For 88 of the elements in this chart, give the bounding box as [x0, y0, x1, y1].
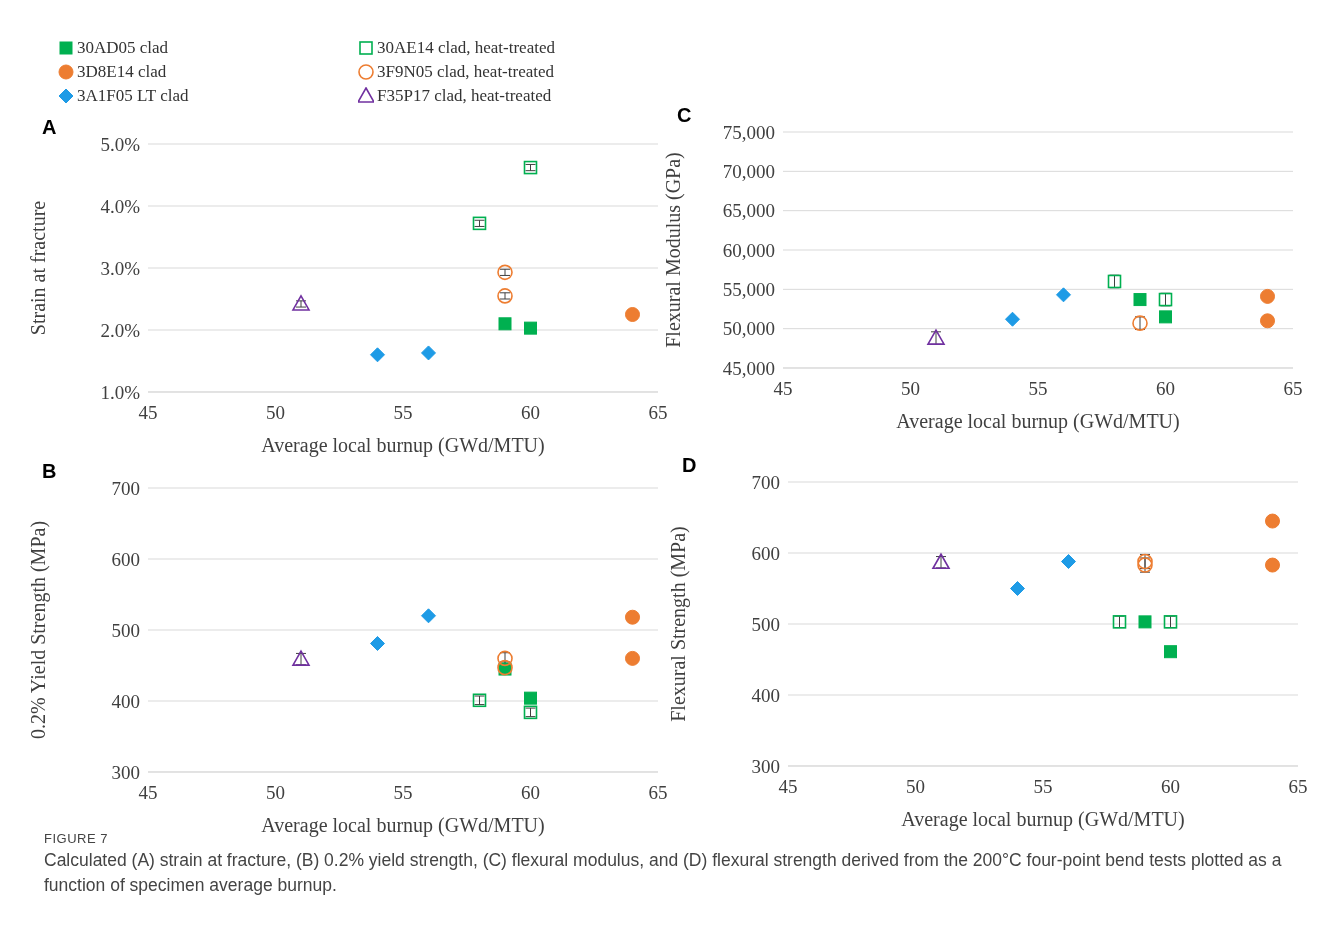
chart-title: B — [42, 460, 57, 483]
point — [524, 691, 537, 705]
point — [292, 295, 310, 311]
x-tick-label: 50 — [901, 378, 920, 400]
x-axis-title: Average local burnup (GWd/MTU) — [261, 434, 545, 457]
point — [524, 321, 537, 335]
point — [625, 307, 640, 322]
x-tick-label: 65 — [1283, 378, 1303, 400]
x-tick-label: 50 — [266, 782, 285, 804]
legend-label: 3D8E14 clad — [77, 62, 167, 82]
point — [1010, 581, 1025, 596]
x-tick-label: 60 — [1156, 378, 1175, 400]
y-axis-title: Strain at fracture — [27, 200, 50, 336]
y-tick-label: 400 — [111, 690, 140, 712]
y-tick-label: 75,000 — [722, 121, 775, 143]
point — [421, 608, 436, 624]
x-tick-label: 60 — [521, 402, 540, 424]
y-tick-label: 45,000 — [722, 357, 775, 379]
x-tick-label: 45 — [778, 776, 798, 798]
y-axis-title: Flexural Strength (MPa) — [667, 526, 691, 722]
point — [1265, 513, 1280, 529]
point — [1133, 293, 1147, 307]
point — [1138, 615, 1152, 629]
y-tick-label: 500 — [751, 613, 780, 635]
x-tick-label: 50 — [906, 776, 925, 798]
point — [498, 317, 512, 331]
y-tick-label: 50,000 — [722, 318, 775, 340]
y-tick-label: 65,000 — [722, 200, 775, 222]
legend-label: 30AD05 clad — [77, 38, 169, 58]
x-tick-label: 55 — [393, 782, 413, 804]
y-tick-label: 300 — [751, 755, 780, 777]
y-tick-label: 2.0% — [100, 319, 141, 341]
point — [625, 650, 640, 666]
x-tick-label: 55 — [1028, 378, 1048, 400]
point — [497, 264, 513, 281]
point — [1164, 645, 1177, 659]
point — [1056, 287, 1071, 303]
y-tick-label: 700 — [751, 471, 780, 493]
point — [472, 216, 487, 231]
text: Calculated (A) strain at fracture, (B) 0.2% yield strength, (C) flexural modulus, and (D) flexural strength derived from the 200°C four-point bend tests plotted as a function of specimen average burnup. — [44, 849, 1283, 897]
x-axis-title: Average local burnup (GWd/MTU) — [261, 814, 545, 837]
point — [421, 345, 436, 361]
y-tick-label: 1.0% — [100, 381, 141, 403]
x-tick-label: 45 — [138, 402, 158, 424]
y-tick-label: 5.0% — [100, 133, 141, 155]
chart-title: D — [682, 454, 697, 477]
x-tick-label: 55 — [393, 402, 413, 424]
x-tick-label: 65 — [1288, 776, 1308, 798]
y-tick-label: 70,000 — [722, 161, 775, 183]
y-tick-label: 60,000 — [722, 239, 775, 261]
point — [1005, 311, 1020, 327]
y-tick-label: 300 — [111, 761, 140, 783]
x-tick-label: 65 — [648, 402, 668, 424]
y-axis-title: Flexural Modulus (GPa) — [662, 152, 686, 348]
y-tick-label: 55,000 — [722, 279, 775, 301]
caption: FIGURE 7 — [44, 831, 108, 846]
x-tick-label: 60 — [521, 782, 540, 804]
x-axis-title: Average local burnup (GWd/MTU) — [901, 808, 1185, 831]
x-tick-label: 45 — [773, 378, 793, 400]
point — [1260, 288, 1275, 304]
point — [625, 609, 640, 625]
legend-label: 3A1F05 LT clad — [77, 86, 189, 106]
point — [370, 347, 385, 363]
y-tick-label: 700 — [111, 477, 140, 499]
chart-title: A — [42, 116, 57, 139]
y-tick-label: 600 — [751, 542, 780, 564]
point — [1265, 557, 1280, 573]
point — [497, 288, 513, 304]
point — [1260, 313, 1275, 329]
y-axis-title: 0.2% Yield Strength (MPa) — [27, 520, 51, 740]
legend-label: F35P17 clad, heat-treated — [377, 86, 552, 106]
point — [1159, 310, 1172, 324]
legend-label: 3F9N05 clad, heat-treated — [377, 62, 555, 82]
point — [1061, 554, 1076, 570]
y-tick-label: 4.0% — [100, 195, 141, 217]
x-tick-label: 65 — [648, 782, 668, 804]
x-tick-label: 45 — [138, 782, 158, 804]
x-tick-label: 55 — [1033, 776, 1053, 798]
x-tick-label: 50 — [266, 402, 285, 424]
x-axis-title: Average local burnup (GWd/MTU) — [896, 410, 1180, 433]
y-tick-label: 3.0% — [100, 257, 141, 279]
legend-label: 30AE14 clad, heat-treated — [377, 38, 555, 58]
y-tick-label: 400 — [751, 684, 780, 706]
point — [370, 635, 385, 651]
x-tick-label: 60 — [1161, 776, 1180, 798]
y-tick-label: 500 — [111, 619, 140, 641]
chart-title: C — [677, 104, 692, 127]
y-tick-label: 600 — [111, 548, 140, 570]
